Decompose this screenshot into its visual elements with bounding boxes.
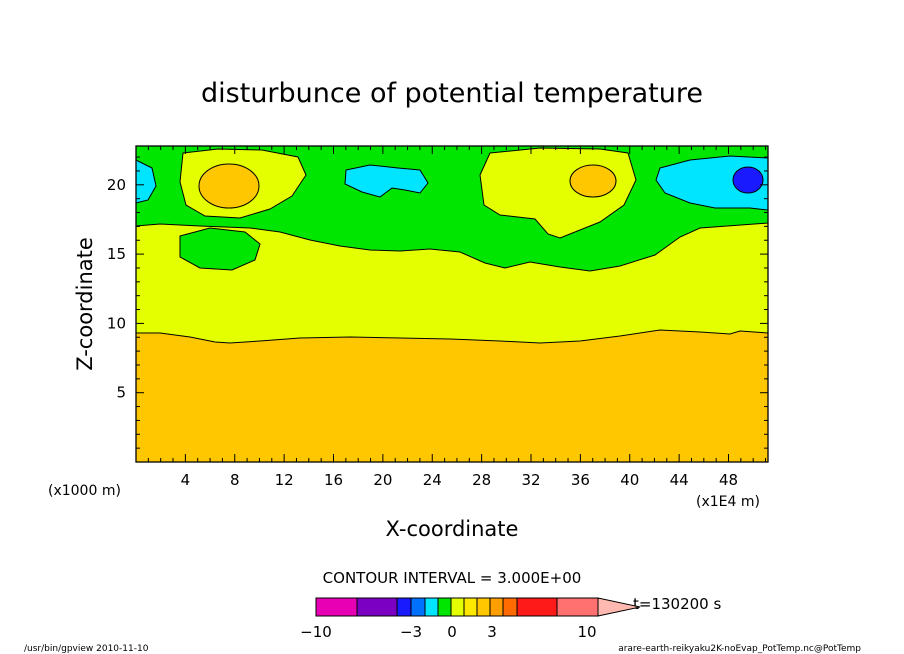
colorbar-segment: [556, 597, 599, 617]
footer-left: /usr/bin/gpview 2010-11-10: [24, 644, 149, 654]
colorbar-label: −10: [300, 623, 332, 641]
colorbar-segment: [516, 597, 558, 617]
plot-frame: [135, 145, 769, 463]
x-tick-label: 12: [275, 471, 294, 489]
x-tick-label: 44: [670, 471, 689, 489]
x-axis-tick-labels: 4 8 12 16 20 24 28 32 36 40 44 48: [181, 471, 738, 489]
colorbar-label: 0: [447, 623, 457, 641]
x-axis-ticks: [147, 146, 767, 462]
colorbar-segment: [502, 597, 518, 617]
y-tick-label: 15: [107, 245, 126, 263]
colorbar-segment: [356, 597, 398, 617]
time-label: t=130200 s: [633, 595, 721, 613]
x-tick-label: 16: [324, 471, 343, 489]
contour-field: [135, 145, 769, 462]
cell-blue-core: [732, 166, 764, 194]
y-axis-tick-labels: 5 10 15 20: [107, 176, 126, 402]
colorbar-segment: [450, 597, 465, 617]
x-tick-label: 32: [521, 471, 540, 489]
colorbar-segment: [437, 597, 452, 617]
x-tick-label: 40: [620, 471, 639, 489]
x-tick-label: 24: [423, 471, 442, 489]
y-axis-unit: (x1000 m): [48, 483, 121, 499]
colorbar-segment: [410, 597, 426, 617]
colorbar-segment: [315, 597, 358, 617]
colorbar-label: −3: [400, 623, 422, 641]
cell-green-low: [179, 227, 261, 271]
y-axis-label: Z-coordinate: [73, 237, 97, 371]
y-tick-label: 10: [107, 314, 126, 332]
colorbar-segment: [396, 597, 412, 617]
chart-title: disturbunce of potential temperature: [201, 78, 703, 109]
x-tick-label: 20: [373, 471, 392, 489]
colorbar-labels: −10 −3 0 3 10: [300, 623, 596, 641]
footer-right: arare-earth-reikyaku2K-noEvap_PotTemp.nc…: [618, 644, 861, 654]
cell-orange-right: [569, 164, 617, 198]
cell-cyan-middle: [344, 164, 429, 198]
y-axis-ticks: [136, 156, 768, 449]
x-tick-label: 36: [571, 471, 590, 489]
x-tick-label: 4: [181, 471, 191, 489]
x-tick-label: 8: [230, 471, 240, 489]
cell-orange-left: [198, 163, 260, 209]
x-axis-unit: (x1E4 m): [696, 494, 760, 510]
y-tick-label: 5: [116, 384, 126, 402]
contour-interval-label: CONTOUR INTERVAL = 3.000E+00: [323, 569, 582, 587]
colorbar-segment: [476, 597, 491, 617]
colorbar-segment: [463, 597, 478, 617]
x-axis-label: X-coordinate: [386, 517, 519, 541]
y-tick-label: 20: [107, 176, 126, 194]
x-tick-label: 28: [472, 471, 491, 489]
colorbar-extend-arrow: [597, 597, 641, 617]
colorbar-label: 10: [577, 623, 596, 641]
colorbar: [315, 597, 641, 617]
x-tick-label: 48: [719, 471, 738, 489]
colorbar-segment: [424, 597, 439, 617]
colorbar-segment: [489, 597, 504, 617]
colorbar-label: 3: [487, 623, 497, 641]
